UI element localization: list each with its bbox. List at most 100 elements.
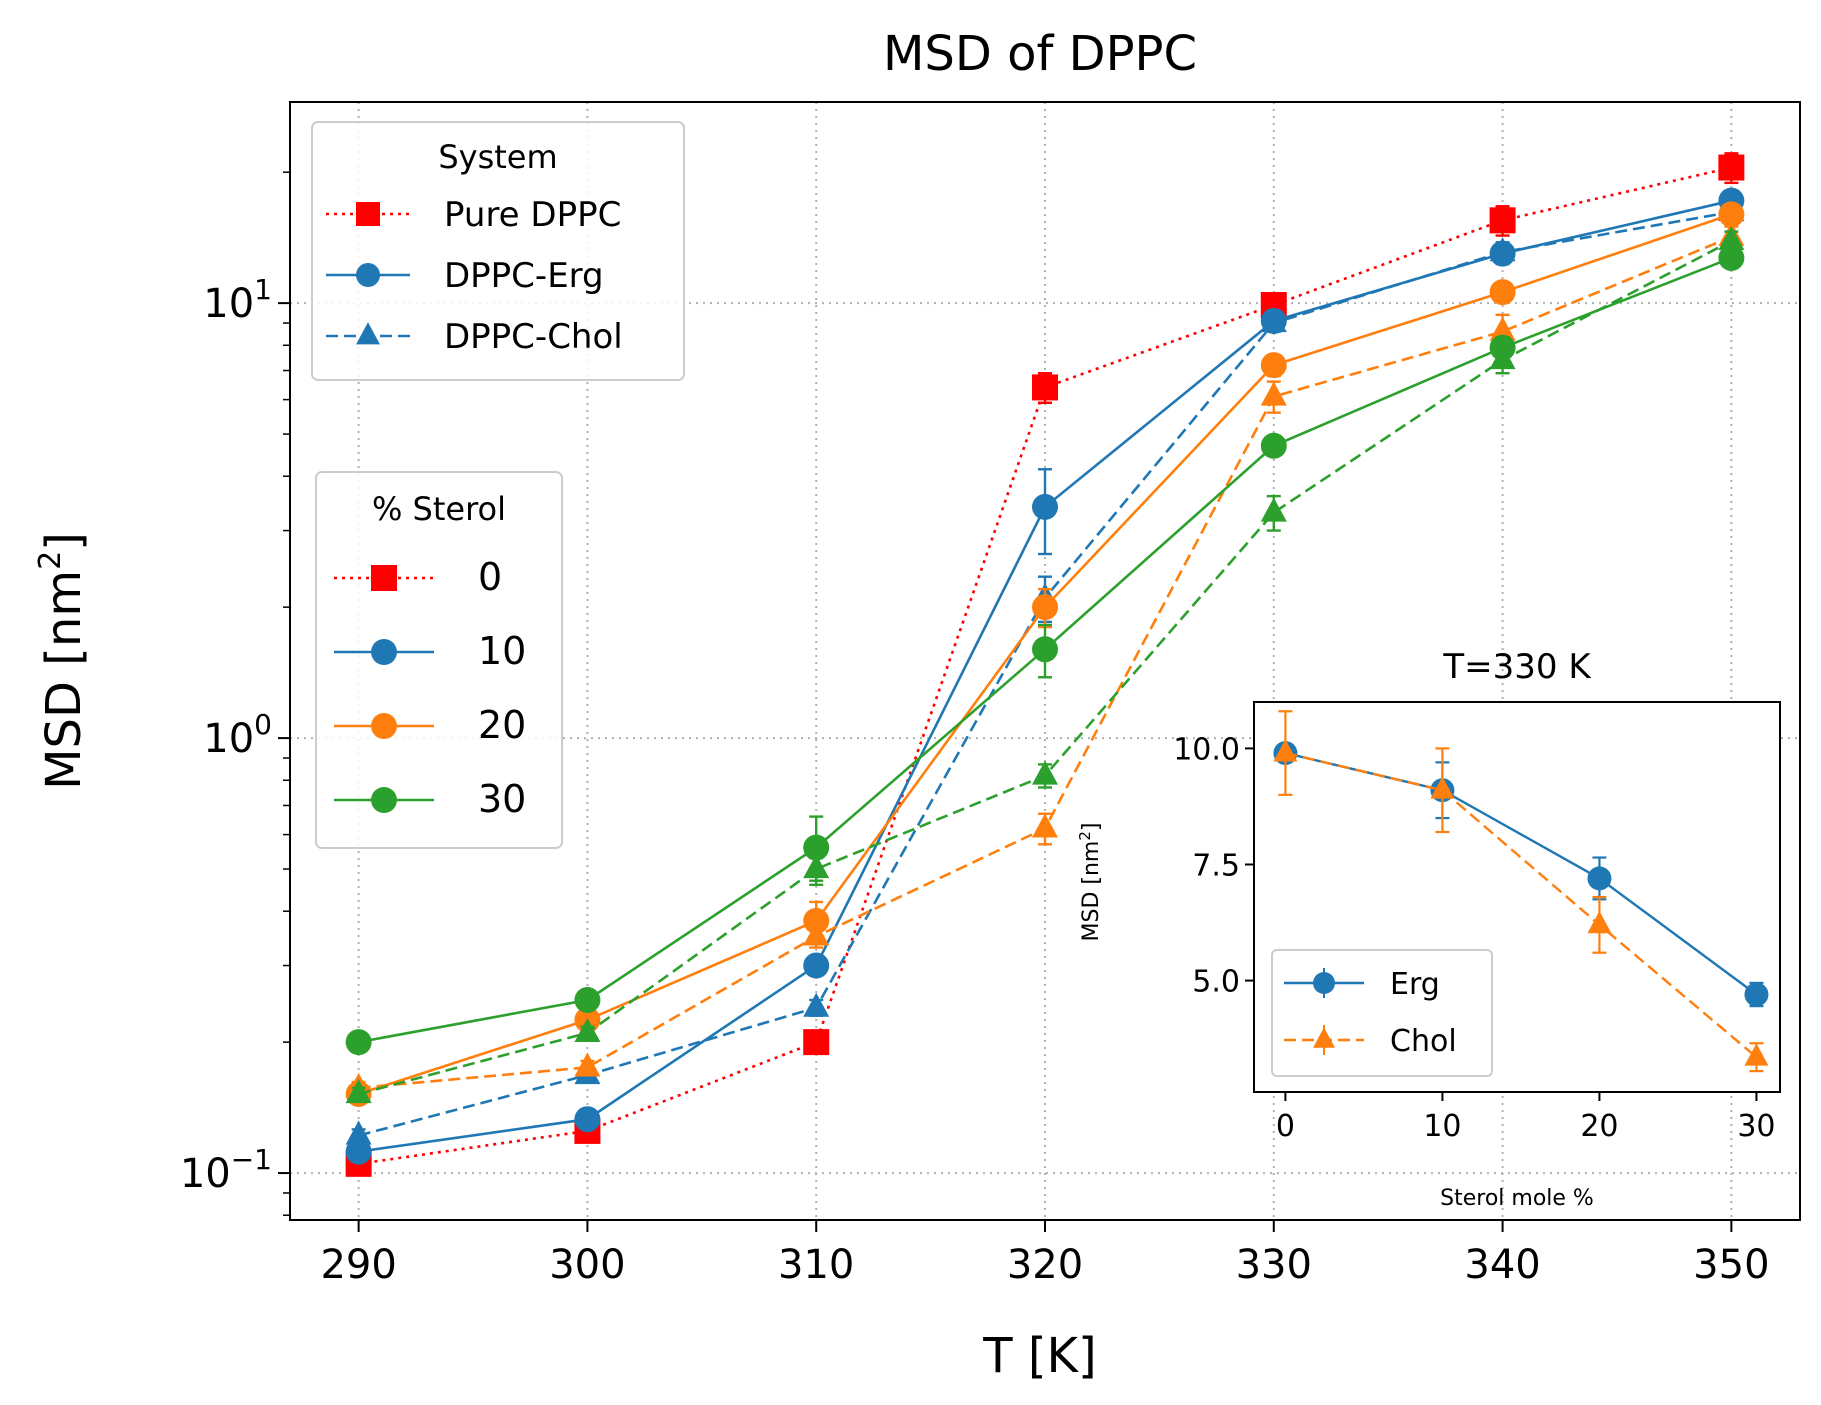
- inset-x-tick-label: 30: [1737, 1109, 1775, 1144]
- data-point: [1032, 493, 1058, 520]
- data-point: [1260, 497, 1287, 522]
- inset-data-point: [1744, 982, 1769, 1007]
- data-point: [803, 992, 830, 1017]
- data-point: [574, 986, 601, 1013]
- inset-series-chol: [1273, 710, 1769, 1073]
- inset-legend: Erg Chol: [1271, 949, 1493, 1077]
- legend-item: Pure DPPC: [326, 195, 621, 235]
- data-point: [1032, 813, 1058, 838]
- y-tick-label: 10−1: [180, 1143, 272, 1197]
- inset-series: [1273, 710, 1769, 1073]
- legend-label: 30: [478, 777, 526, 821]
- y-tick-exp: 0: [254, 708, 272, 741]
- x-tick-label: 320: [1007, 1242, 1083, 1288]
- chart-title: MSD of DPPC: [883, 26, 1197, 82]
- y-tick-base: 10: [180, 1151, 231, 1197]
- series-pure-dppc: [345, 152, 1745, 1177]
- legend-item: 20: [334, 703, 526, 747]
- x-axis-label: T [K]: [982, 1328, 1097, 1384]
- data-point: [1489, 207, 1516, 234]
- data-point: [1032, 594, 1058, 621]
- data-point: [1718, 201, 1745, 228]
- data-point: [1260, 432, 1287, 459]
- legend-marker: [356, 322, 380, 345]
- legend-item: 30: [334, 777, 526, 821]
- inset-y-label-end: ]: [1079, 823, 1104, 832]
- inset-legend-label: Erg: [1390, 967, 1440, 1002]
- legend-marker: [371, 713, 397, 739]
- legend-system-box: [311, 121, 685, 381]
- inset-x-label: Sterol mole %: [1440, 1186, 1594, 1211]
- inset-data-point: [1744, 1043, 1769, 1066]
- inset-frame: [1253, 701, 1781, 1093]
- legend-sterol-title: % Sterol: [372, 490, 506, 528]
- data-point: [345, 1138, 372, 1165]
- legend-marker: [371, 787, 397, 813]
- x-tick-label: 290: [320, 1242, 396, 1288]
- data-point: [345, 1120, 372, 1145]
- inset-series-line: [1285, 751, 1758, 1059]
- y-axis-label-end: ]: [36, 532, 92, 551]
- data-point: [574, 1106, 601, 1133]
- inset-y-tick-label: 10.0: [1173, 732, 1240, 767]
- data-point: [1489, 345, 1516, 370]
- data-point: [1718, 154, 1745, 181]
- inset-legend-item: Chol: [1284, 1024, 1457, 1059]
- inset-legend-marker: [1313, 1027, 1335, 1048]
- y-axis-label-text: MSD [nm: [36, 570, 92, 790]
- legend-sterol: % Sterol 0 10 20 30: [315, 471, 563, 849]
- x-tick-label: 310: [778, 1242, 854, 1288]
- inset-x-tick-label: 0: [1276, 1109, 1295, 1144]
- data-point: [1718, 225, 1745, 251]
- legend-label: 10: [478, 629, 526, 673]
- inset-data-point: [1587, 866, 1612, 891]
- inset-y-label: MSD [nm2]: [1076, 823, 1104, 942]
- series-dppc-chol-20: [345, 221, 1745, 1097]
- data-point: [1032, 760, 1058, 785]
- data-point: [803, 952, 830, 979]
- inset-y-tick-label: 5.0: [1192, 965, 1240, 1000]
- data-point: [803, 834, 830, 861]
- inset-legend-item: Erg: [1284, 967, 1440, 1002]
- data-point: [803, 1029, 830, 1056]
- data-point: [574, 1017, 601, 1043]
- legend-label: DPPC-Erg: [444, 256, 604, 296]
- series-dppc-chol-30: [345, 225, 1745, 1104]
- legend-marker: [371, 639, 397, 665]
- y-tick-label: 101: [203, 273, 272, 327]
- legend-sterol-items: 0 10 20 30: [334, 555, 526, 821]
- data-point: [1489, 279, 1516, 306]
- data-point: [803, 921, 830, 946]
- y-tick-base: 10: [203, 716, 254, 762]
- inset-legend-label: Chol: [1390, 1024, 1457, 1059]
- data-point: [803, 907, 830, 934]
- inset-ticks: 0 10 20 30 5.0 7.5 10.0: [1173, 732, 1775, 1144]
- inset-y-label-text: MSD [nm: [1079, 841, 1104, 942]
- data-point: [345, 1029, 372, 1056]
- legend-item: DPPC-Erg: [326, 256, 604, 296]
- legend-marker: [356, 202, 380, 226]
- legend-item: DPPC-Chol: [326, 317, 623, 357]
- legend-marker: [371, 565, 397, 591]
- y-tick-exp: −1: [231, 1143, 272, 1176]
- data-point: [1260, 352, 1287, 379]
- legend-item: 0: [334, 555, 502, 599]
- data-point: [1032, 374, 1058, 401]
- y-axis-label-sup: 2: [33, 551, 68, 570]
- legend-system: System Pure DPPC DPPC-Erg DPPC-Chol: [311, 121, 685, 381]
- x-tick-label: 350: [1693, 1242, 1769, 1288]
- legend-label: Pure DPPC: [444, 195, 621, 235]
- legend-label: 20: [478, 703, 526, 747]
- x-tick-label: 330: [1236, 1242, 1312, 1288]
- legend-item: 10: [334, 629, 526, 673]
- legend-label: 0: [478, 555, 502, 599]
- y-tick-base: 10: [203, 281, 254, 327]
- main-series: [345, 152, 1745, 1177]
- y-tick-label: 100: [203, 708, 272, 762]
- inset-data-point: [1587, 911, 1612, 934]
- data-point: [1489, 316, 1516, 341]
- inset-legend-box: [1271, 949, 1493, 1077]
- legend-label: DPPC-Chol: [444, 317, 623, 357]
